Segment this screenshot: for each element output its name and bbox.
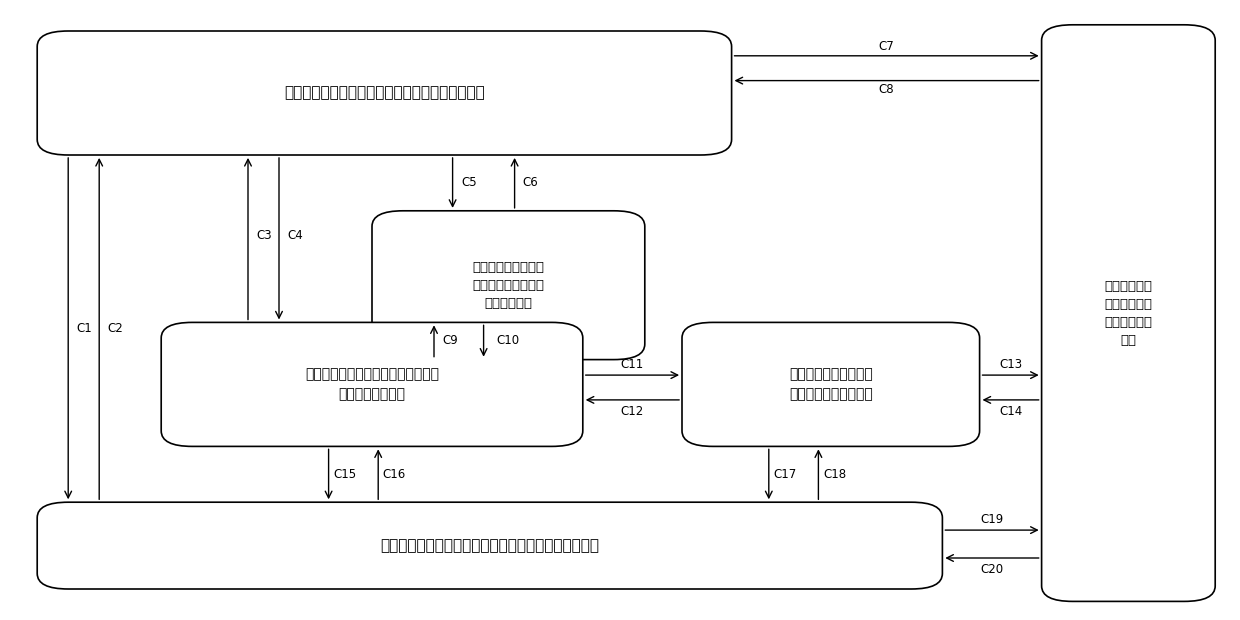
Text: C15: C15 — [334, 468, 356, 481]
Text: C9: C9 — [443, 335, 458, 347]
Text: 加热装置开启加热且车
辆处于并联充电的模式: 加热装置开启加热且车 辆处于并联充电的模式 — [789, 368, 873, 401]
Text: C19: C19 — [981, 513, 1003, 526]
FancyBboxPatch shape — [161, 322, 583, 446]
Text: C3: C3 — [257, 229, 272, 242]
Text: C13: C13 — [999, 358, 1022, 371]
Text: C1: C1 — [77, 322, 92, 335]
FancyBboxPatch shape — [372, 211, 645, 360]
Text: C6: C6 — [523, 177, 538, 189]
Text: 加热装置停止
加热且车辆处
于并联充电的
模式: 加热装置停止 加热且车辆处 于并联充电的 模式 — [1105, 280, 1152, 347]
Text: C2: C2 — [108, 322, 123, 335]
Text: C7: C7 — [879, 40, 894, 53]
Text: 加热装置停止加热且车辆由发动机单独驱动的模式: 加热装置停止加热且车辆由发动机单独驱动的模式 — [284, 86, 485, 100]
Text: C11: C11 — [621, 358, 644, 371]
Text: C8: C8 — [879, 84, 894, 96]
FancyBboxPatch shape — [37, 31, 732, 155]
Text: 加热装置开启加热且车辆处于并联驱
动电机助力的模式: 加热装置开启加热且车辆处于并联驱 动电机助力的模式 — [305, 368, 439, 401]
FancyBboxPatch shape — [37, 502, 942, 589]
FancyBboxPatch shape — [682, 322, 980, 446]
Text: C12: C12 — [621, 405, 644, 417]
Text: C17: C17 — [774, 468, 796, 481]
Text: C16: C16 — [383, 468, 405, 481]
Text: C14: C14 — [999, 405, 1022, 417]
Text: C4: C4 — [288, 229, 303, 242]
Text: C5: C5 — [461, 177, 476, 189]
Text: C18: C18 — [823, 468, 846, 481]
Text: C10: C10 — [497, 335, 520, 347]
Text: 加热装置停止加热且车辆处于并联驱动电机助力的模式: 加热装置停止加热且车辆处于并联驱动电机助力的模式 — [381, 538, 599, 553]
Text: 加热装置开启加热且
车辆处于非并联充电
与助力的模式: 加热装置开启加热且 车辆处于非并联充电 与助力的模式 — [472, 260, 544, 310]
Text: C20: C20 — [981, 563, 1003, 575]
FancyBboxPatch shape — [1042, 25, 1215, 601]
